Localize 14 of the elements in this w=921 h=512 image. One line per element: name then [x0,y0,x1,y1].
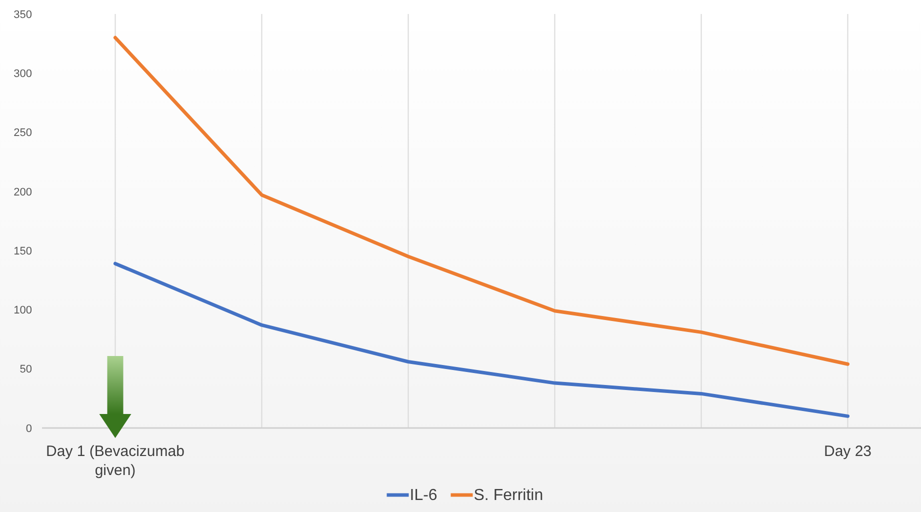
legend-label: S. Ferritin [474,487,544,504]
y-tick-label: 100 [14,304,32,317]
y-tick-label: 200 [14,186,32,198]
legend-label: IL-6 [410,487,438,504]
y-tick-label: 150 [14,245,32,258]
y-tick-label: 350 [14,8,32,21]
line-series [114,262,850,418]
y-tick-label: 300 [14,68,32,80]
y-tick-label: 250 [14,127,32,140]
x-tick-label: Day 23 [824,443,872,460]
line-series [114,36,850,366]
y-tick-label: 0 [26,422,32,435]
x-tick-label: Day 1 (Bevacizumab given) [46,443,184,479]
y-tick-label: 50 [20,364,32,376]
